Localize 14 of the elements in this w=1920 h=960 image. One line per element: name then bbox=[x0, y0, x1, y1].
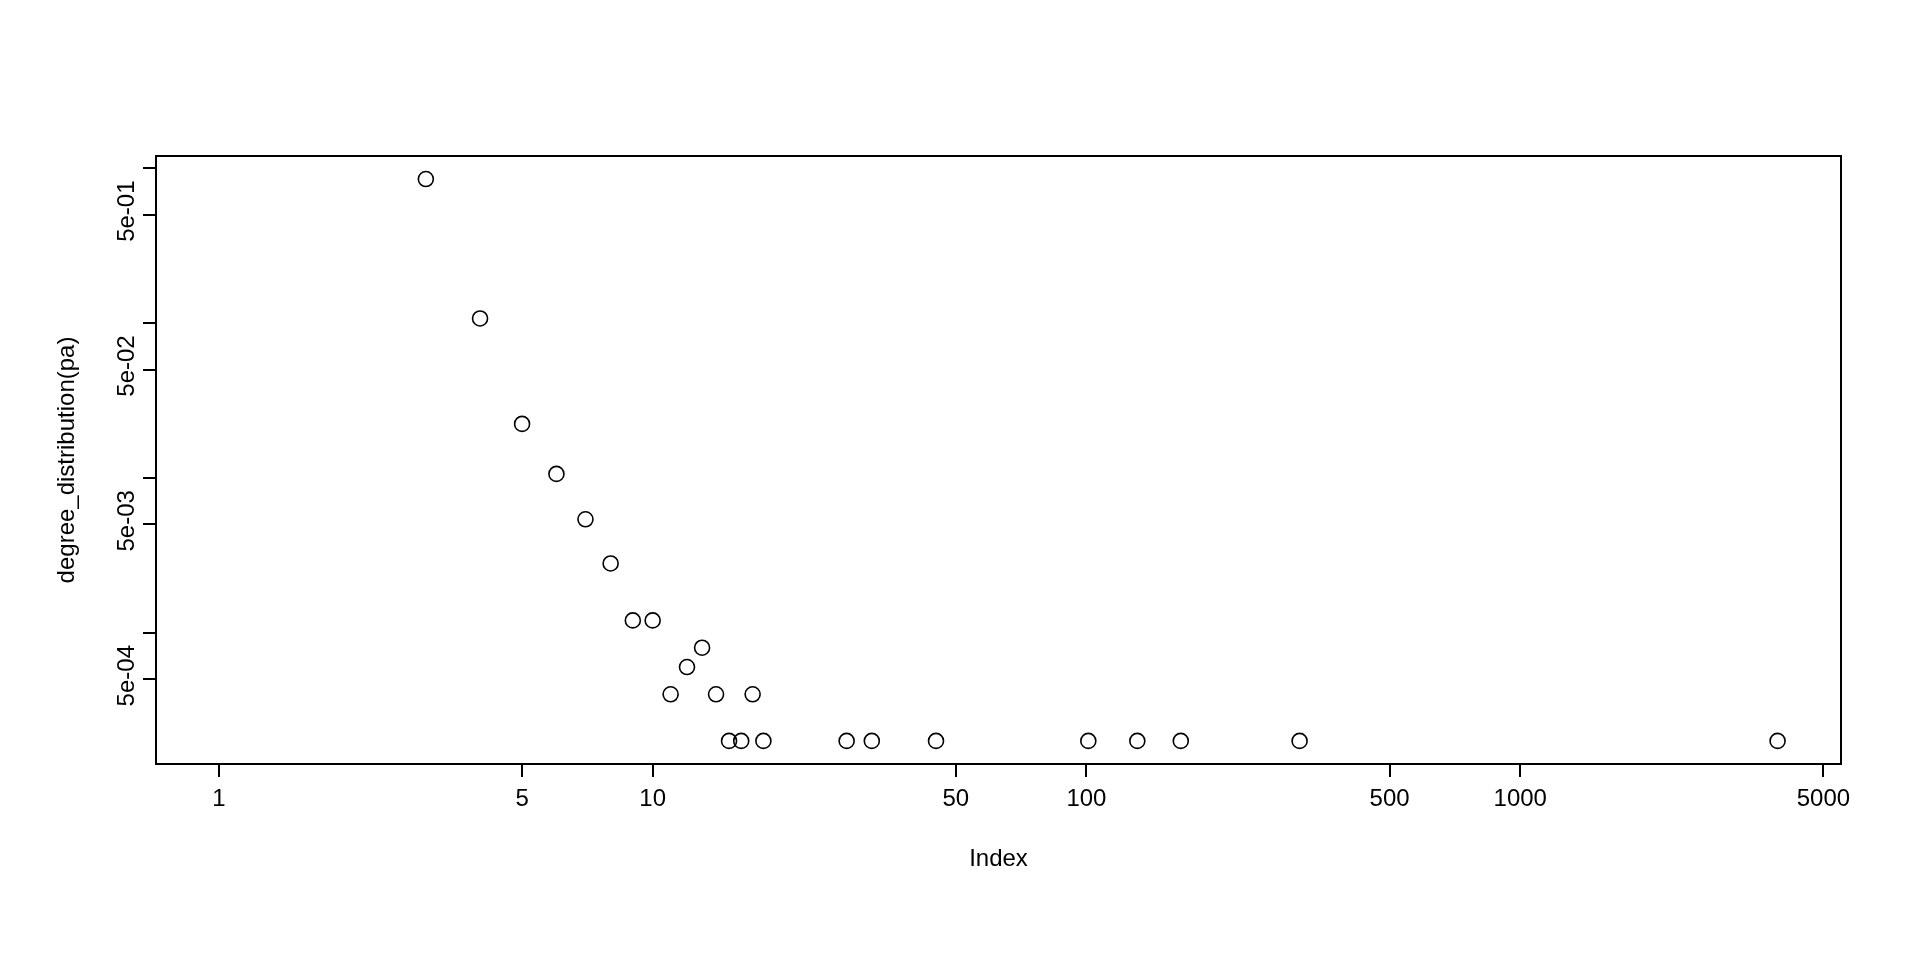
y-axis-title: degree_distribution(pa) bbox=[52, 336, 80, 584]
y-tick-label: 5e-01 bbox=[111, 180, 139, 242]
x-tick-label: 500 bbox=[1369, 783, 1410, 811]
x-tick-label: 100 bbox=[1066, 783, 1107, 811]
x-tick-label: 10 bbox=[639, 783, 667, 811]
x-axis-title: Index bbox=[969, 844, 1028, 872]
x-tick-label: 1000 bbox=[1493, 783, 1547, 811]
y-tick-label: 5e-04 bbox=[111, 644, 139, 707]
y-tick-label: 5e-02 bbox=[111, 335, 139, 397]
x-tick-label: 5 bbox=[515, 783, 529, 811]
x-tick-label: 50 bbox=[942, 783, 970, 811]
y-tick-label: 5e-03 bbox=[111, 490, 139, 552]
x-tick-label: 1 bbox=[212, 783, 226, 811]
x-tick-label: 5000 bbox=[1796, 783, 1851, 811]
